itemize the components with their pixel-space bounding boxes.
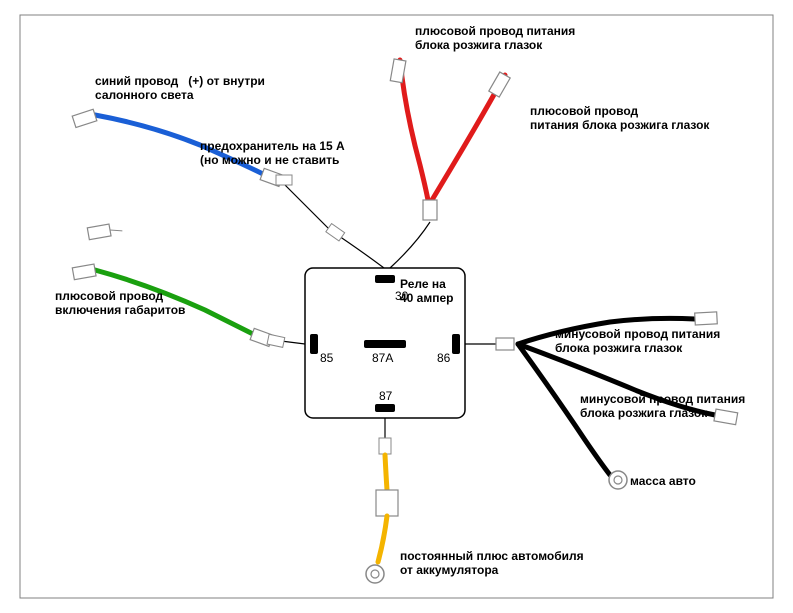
- label-yellow: постоянный плюс автомобиля от аккумулято…: [400, 550, 584, 578]
- label-black-top: минусовой провод питания блока розжига г…: [555, 328, 720, 356]
- pin-87a: 87A: [372, 352, 393, 366]
- blue-to-relay: [276, 175, 384, 268]
- label-green: плюсовой провод включения габаритов: [55, 290, 185, 318]
- pin-87: 87: [379, 390, 392, 404]
- pin-30: 30: [395, 290, 408, 304]
- pin-86: 86: [437, 352, 450, 366]
- red-wires: [390, 59, 510, 268]
- yellow-wire: [366, 418, 398, 583]
- extra-terminal: [87, 222, 123, 240]
- pin-85: 85: [320, 352, 333, 366]
- label-mass: масса авто: [630, 475, 696, 489]
- label-red-right: плюсовой провод питания блока розжига гл…: [530, 105, 709, 133]
- label-black-bottom: минусовой провод питания блока розжига г…: [580, 393, 745, 421]
- label-red-left: плюсовой провод питания блока розжига гл…: [415, 25, 575, 53]
- wiring-diagram: { "canvas": {"w":793,"h":613,"bg":"#ffff…: [0, 0, 793, 613]
- label-blue: синий провод (+) от внутри салонного све…: [95, 75, 265, 103]
- label-fuse: предохранитель на 15 А (но можно и не ст…: [200, 140, 345, 168]
